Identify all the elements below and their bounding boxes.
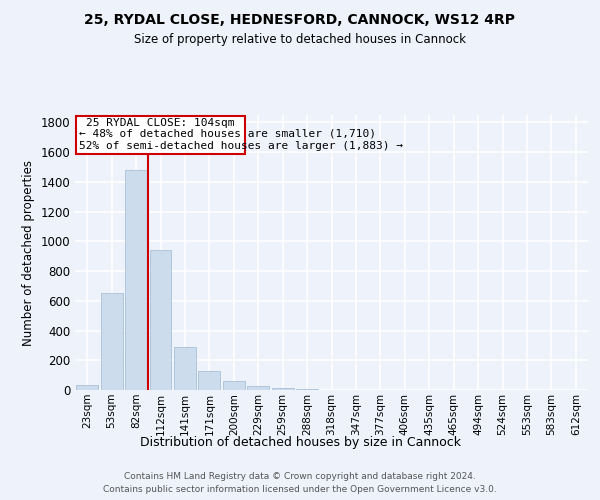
Bar	[149, 250, 172, 390]
Bar	[247, 386, 269, 390]
Bar	[101, 294, 122, 390]
Text: 52% of semi-detached houses are larger (1,883) →: 52% of semi-detached houses are larger (…	[79, 141, 403, 151]
Text: Contains HM Land Registry data © Crown copyright and database right 2024.
Contai: Contains HM Land Registry data © Crown c…	[103, 472, 497, 494]
Bar	[174, 347, 196, 390]
Bar	[272, 388, 293, 390]
Bar	[76, 385, 98, 390]
Text: ← 48% of detached houses are smaller (1,710): ← 48% of detached houses are smaller (1,…	[79, 128, 376, 138]
Bar	[125, 170, 147, 390]
Bar	[76, 116, 245, 154]
Text: 25, RYDAL CLOSE, HEDNESFORD, CANNOCK, WS12 4RP: 25, RYDAL CLOSE, HEDNESFORD, CANNOCK, WS…	[85, 12, 515, 26]
Y-axis label: Number of detached properties: Number of detached properties	[22, 160, 35, 346]
Bar	[199, 370, 220, 390]
Text: 25 RYDAL CLOSE: 104sqm: 25 RYDAL CLOSE: 104sqm	[86, 118, 235, 128]
Text: Size of property relative to detached houses in Cannock: Size of property relative to detached ho…	[134, 32, 466, 46]
Text: Distribution of detached houses by size in Cannock: Distribution of detached houses by size …	[139, 436, 461, 449]
Bar	[223, 381, 245, 390]
